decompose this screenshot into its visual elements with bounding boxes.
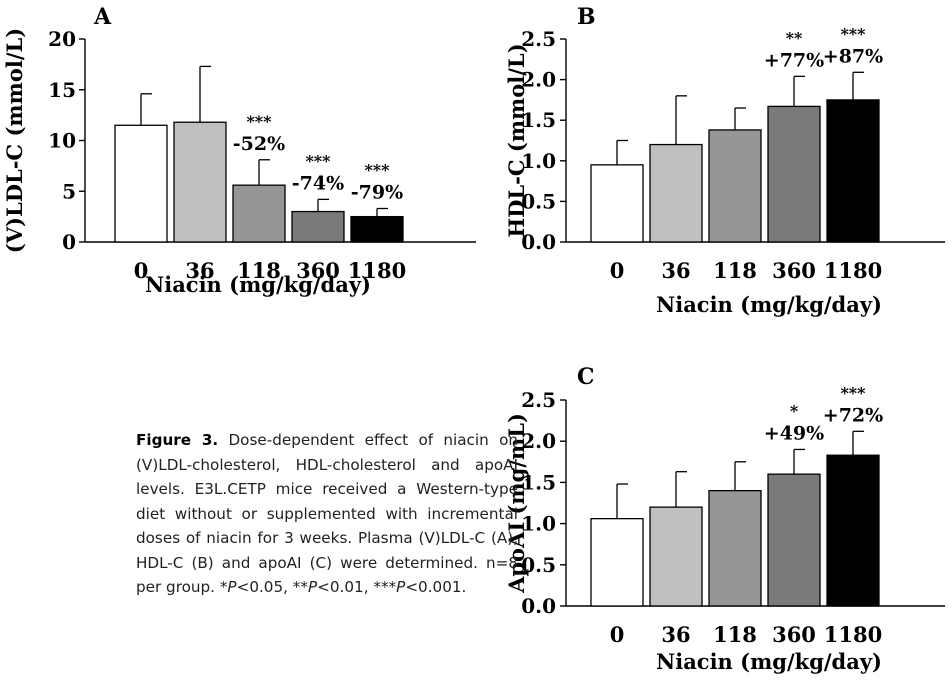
x-tick-label: 1180 bbox=[824, 258, 882, 283]
x-tick-label: 0 bbox=[610, 622, 625, 647]
chart-panel-b: B 0.0 0.5 1.0 1.5 2.0 2.5 0 36 118 360 +77% ** 1180 +8… bbox=[504, 4, 945, 317]
y-tick-label: 0.5 bbox=[521, 553, 556, 577]
caption-stars: * bbox=[219, 578, 228, 596]
y-tick-label: 2.5 bbox=[521, 27, 556, 51]
bar bbox=[708, 489, 762, 607]
change-label: -52% bbox=[233, 133, 285, 155]
y-tick-label: 5 bbox=[62, 179, 76, 203]
bar bbox=[173, 121, 227, 243]
caption-text: Dose-dependent effect of niacin on bbox=[218, 431, 518, 449]
x-tick-label: 360 bbox=[296, 258, 340, 283]
figure-caption: Figure 3. Dose-dependent effect of niaci… bbox=[136, 428, 518, 600]
caption-text: with incremental doses of niacin for 3 w… bbox=[136, 504, 518, 548]
significance-label: *** bbox=[246, 112, 272, 131]
caption-p-symbol: P bbox=[396, 578, 406, 596]
bar bbox=[649, 506, 703, 607]
significance-label: *** bbox=[305, 151, 331, 170]
x-axis-label: Niacin (mg/kg/day) bbox=[656, 292, 882, 317]
x-tick-label: 1180 bbox=[824, 622, 882, 647]
significance-label: *** bbox=[840, 383, 866, 402]
panel-letter: A bbox=[93, 4, 112, 30]
y-tick-label: 0.5 bbox=[521, 189, 556, 213]
chart-panel-c: C 0.0 0.5 1.0 1.5 2.0 2.5 0 36 118 360 +49% * 1180 +72… bbox=[504, 364, 945, 674]
significance-label: *** bbox=[840, 24, 866, 43]
y-tick-label: 20 bbox=[48, 27, 76, 51]
bar bbox=[826, 99, 880, 243]
caption-text: (V)LDL-cholesterol, HDL-cholesterol and bbox=[136, 455, 460, 474]
change-label: +72% bbox=[823, 404, 883, 426]
y-tick-label: 2.0 bbox=[521, 68, 556, 92]
y-tick-label: 0.0 bbox=[521, 594, 556, 618]
y-tick-label: 0 bbox=[62, 230, 76, 254]
x-tick-label: 118 bbox=[237, 258, 281, 283]
caption-text: <0.05, bbox=[236, 578, 293, 596]
bar bbox=[350, 215, 404, 243]
caption-stars: *** bbox=[373, 578, 397, 596]
y-tick-label: 15 bbox=[48, 78, 76, 102]
caption-text: <0.01, bbox=[317, 578, 374, 596]
bar bbox=[114, 124, 168, 243]
y-tick-label: 2.0 bbox=[521, 429, 556, 453]
change-label: -74% bbox=[292, 172, 344, 194]
y-tick-label: 1.0 bbox=[521, 512, 556, 536]
caption-text: Plasma (V)LDL-C (A), HDL-C (B) and apoAI bbox=[136, 529, 519, 572]
caption-p-symbol: P bbox=[307, 578, 318, 596]
change-label: +77% bbox=[764, 49, 824, 71]
bar bbox=[590, 518, 644, 607]
y-axis-label: HDL-C (mmol/L) bbox=[504, 43, 529, 237]
bar bbox=[767, 105, 821, 243]
caption-p-symbol: P bbox=[227, 578, 237, 596]
significance-label: * bbox=[790, 401, 799, 420]
y-tick-label: 1.5 bbox=[521, 108, 556, 132]
x-tick-label: 0 bbox=[610, 258, 625, 283]
caption-text: apoAI levels. E3L.CETP mice received a bbox=[136, 455, 518, 499]
x-tick-label: 360 bbox=[772, 622, 816, 647]
change-label: +49% bbox=[764, 422, 824, 444]
significance-label: ** bbox=[786, 28, 803, 47]
x-tick-label: 36 bbox=[661, 622, 690, 647]
x-tick-label: 36 bbox=[185, 258, 214, 283]
bar bbox=[826, 454, 880, 607]
y-tick-label: 10 bbox=[48, 129, 76, 153]
y-tick-label: 1.0 bbox=[521, 149, 556, 173]
panel-letter: B bbox=[577, 4, 596, 30]
caption-text: (C) were determined. n=8 per group. bbox=[136, 553, 519, 597]
x-tick-label: 360 bbox=[772, 258, 816, 283]
bar bbox=[708, 129, 762, 243]
x-tick-label: 0 bbox=[134, 258, 149, 283]
bar bbox=[649, 143, 703, 243]
y-tick-label: 0.0 bbox=[521, 230, 556, 254]
x-tick-label: 1180 bbox=[348, 258, 406, 283]
x-axis-label: Niacin (mg/kg/day) bbox=[656, 649, 882, 674]
chart-panel-a: A 0 5 10 15 20 0 36 118 -52% *** 360 -74% *** 1180 -79%… bbox=[2, 4, 476, 297]
x-tick-label: 118 bbox=[713, 622, 757, 647]
y-axis-label: ApoAI (mg/mL) bbox=[504, 413, 529, 594]
caption-text: <0.001. bbox=[405, 578, 467, 596]
y-tick-label: 2.5 bbox=[521, 388, 556, 412]
x-tick-label: 36 bbox=[661, 258, 690, 283]
bar bbox=[767, 473, 821, 607]
y-tick-label: 1.5 bbox=[521, 470, 556, 494]
caption-stars: ** bbox=[292, 578, 308, 596]
bar bbox=[291, 210, 345, 243]
x-axis-label: Niacin (mg/kg/day) bbox=[145, 272, 371, 297]
caption-lead: Figure 3. bbox=[136, 431, 219, 449]
caption-text: Western-type diet without or supplemente… bbox=[136, 480, 518, 523]
y-axis-label: (V)LDL-C (mmol/L) bbox=[2, 28, 27, 253]
panel-letter: C bbox=[577, 364, 595, 390]
significance-label: *** bbox=[364, 161, 390, 180]
x-tick-label: 118 bbox=[713, 258, 757, 283]
change-label: -79% bbox=[351, 182, 403, 204]
change-label: +87% bbox=[823, 45, 883, 67]
bar bbox=[590, 164, 644, 243]
bar bbox=[232, 184, 286, 243]
